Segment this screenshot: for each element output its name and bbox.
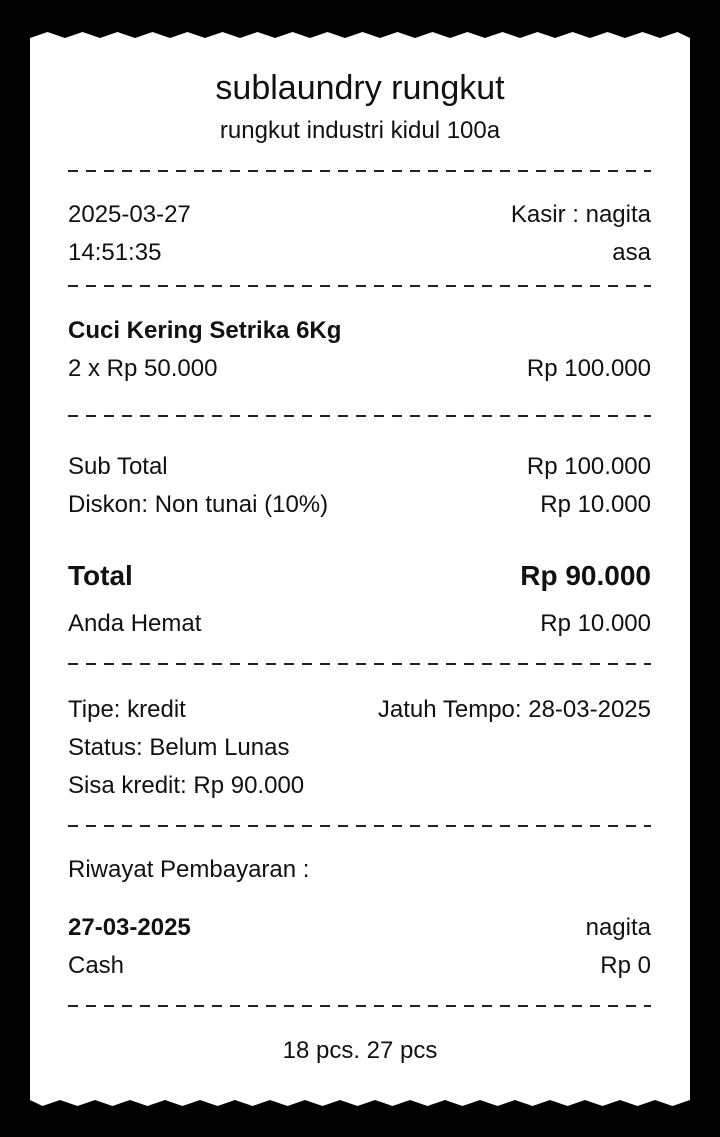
store-address: rungkut industri kidul 100a (30, 116, 690, 146)
saved-row: Anda Hemat Rp 10.000 (68, 609, 651, 639)
item-name: Cuci Kering Setrika 6Kg (68, 317, 342, 344)
item-price-row: 2 x Rp 50.000 Rp 100.000 (68, 354, 651, 384)
divider (68, 170, 651, 172)
payment-status: Status: Belum Lunas (68, 734, 290, 761)
footer-text: 18 pcs. 27 pcs (282, 1037, 438, 1064)
item-qty-price: 2 x Rp 50.000 (68, 355, 218, 382)
divider (68, 415, 651, 417)
footer: 18 pcs. 27 pcs (30, 1036, 690, 1066)
meta-row-1: 2025-03-27 Kasir : nagita (68, 200, 651, 230)
subtotal-value: Rp 100.000 (526, 453, 651, 480)
store-name-text: sublaundry rungkut (215, 69, 505, 107)
saved-label: Anda Hemat (68, 610, 202, 637)
cashier: Kasir : nagita (510, 201, 651, 228)
history-row-1: 27-03-2025 nagita (68, 913, 651, 943)
total-row: Total Rp 90.000 (68, 559, 651, 593)
history-date: 27-03-2025 (68, 914, 191, 941)
subtotal-row: Sub Total Rp 100.000 (68, 452, 651, 482)
meta-row-2: 14:51:35 asa (68, 238, 651, 268)
store-name: sublaundry rungkut (30, 68, 690, 108)
divider (68, 1005, 651, 1007)
payment-status-row: Status: Belum Lunas (68, 733, 651, 763)
date: 2025-03-27 (68, 201, 191, 228)
history-user: nagita (585, 914, 651, 941)
history-label-row: Riwayat Pembayaran : (68, 855, 651, 885)
discount-label: Diskon: Non tunai (10%) (68, 491, 329, 518)
cashier-cont: asa (612, 239, 651, 266)
subtotal-label: Sub Total (68, 453, 168, 480)
due-date: Jatuh Tempo: 28-03-2025 (377, 696, 651, 723)
store-address-text: rungkut industri kidul 100a (219, 117, 501, 144)
discount-row: Diskon: Non tunai (10%) Rp 10.000 (68, 490, 651, 520)
discount-value: Rp 10.000 (540, 491, 651, 518)
total-value: Rp 90.000 (520, 560, 651, 591)
payment-type-row: Tipe: kredit Jatuh Tempo: 28-03-2025 (68, 695, 651, 725)
history-amount: Rp 0 (600, 952, 651, 979)
item-name-row: Cuci Kering Setrika 6Kg (68, 316, 651, 346)
remaining-credit: Sisa kredit: Rp 90.000 (68, 772, 305, 799)
payment-type: Tipe: kredit (68, 696, 186, 723)
history-label: Riwayat Pembayaran : (68, 856, 310, 883)
history-method: Cash (68, 952, 125, 979)
history-row-2: Cash Rp 0 (68, 951, 651, 981)
total-label: Total (68, 560, 133, 591)
divider (68, 285, 651, 287)
saved-value: Rp 10.000 (540, 610, 651, 637)
divider (68, 663, 651, 665)
time: 14:51:35 (68, 239, 162, 266)
remaining-credit-row: Sisa kredit: Rp 90.000 (68, 771, 651, 801)
divider (68, 825, 651, 827)
item-amount: Rp 100.000 (526, 355, 651, 382)
